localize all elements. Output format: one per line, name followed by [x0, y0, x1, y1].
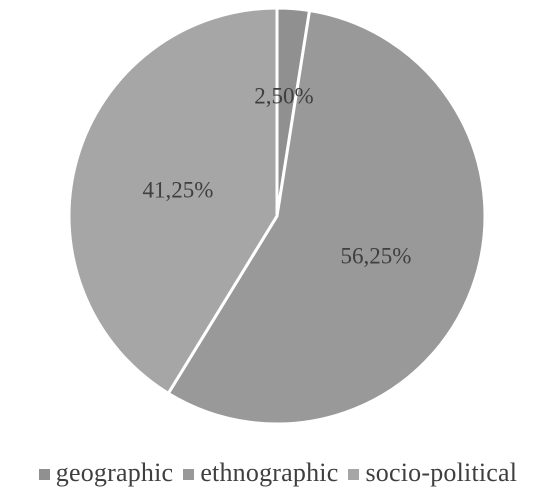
data-label-ethnographic: 56,25%	[341, 243, 412, 268]
legend-label-geographic: geographic	[55, 458, 174, 487]
chart-legend: geographic ethnographic socio-political	[0, 458, 556, 488]
legend-swatch-ethnographic	[183, 468, 195, 480]
legend-label-socio-political: socio-political	[365, 458, 518, 487]
pie-slice-ethnographic	[166, 9, 487, 426]
legend-swatch-socio-political	[348, 468, 360, 480]
pie-slice-socio-political	[67, 6, 279, 395]
legend-item-ethnographic: ethnographic	[183, 458, 338, 488]
legend-item-geographic: geographic	[38, 458, 174, 488]
pie-data-labels: 2,50% 56,25% 41,25%	[143, 83, 412, 268]
legend-item-socio-political: socio-political	[348, 458, 517, 488]
legend-label-ethnographic: ethnographic	[200, 458, 339, 487]
pie-slices	[67, 6, 487, 426]
legend-swatch-geographic	[38, 468, 50, 480]
data-label-socio-political: 41,25%	[143, 177, 214, 202]
data-label-geographic: 2,50%	[254, 83, 313, 108]
